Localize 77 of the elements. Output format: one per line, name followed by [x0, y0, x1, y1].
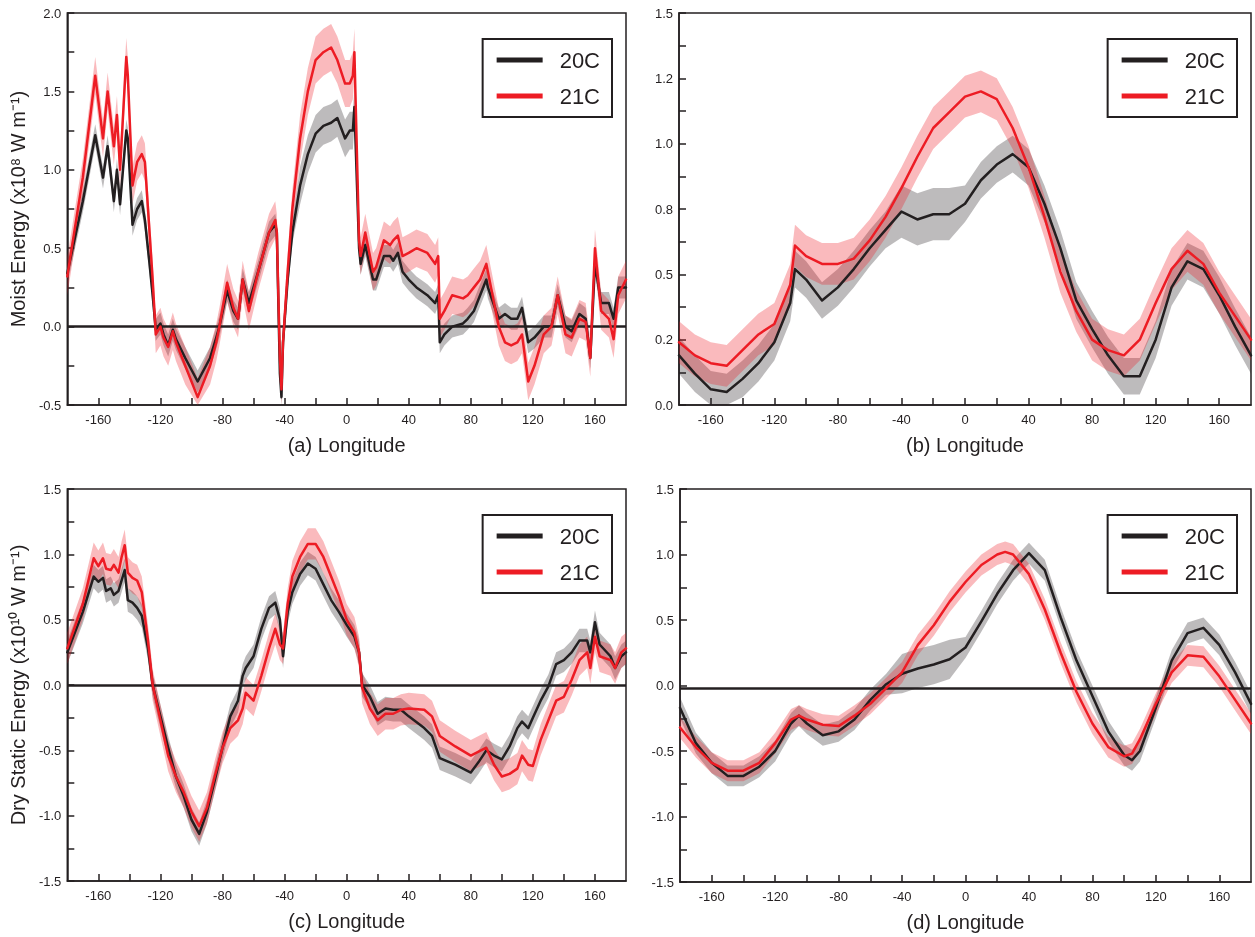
- legend-label: 21C: [559, 559, 601, 585]
- x-tick-label: 40: [1021, 889, 1037, 904]
- x-tick-label: 40: [401, 412, 416, 427]
- x-tick-label: -120: [147, 412, 174, 427]
- y-tick-label: -0.5: [651, 743, 674, 759]
- y-tick-label: -1.0: [38, 808, 62, 824]
- x-tick-label: 80: [1085, 889, 1100, 904]
- y-tick-label: 0.0: [655, 678, 674, 693]
- x-tick-label: 160: [1208, 412, 1231, 427]
- y-tick-label: 1.5: [655, 481, 674, 497]
- y-tick-label: 0.8: [654, 201, 673, 217]
- y-tick-label: -1.5: [651, 874, 674, 890]
- x-tick-label: 160: [1208, 889, 1231, 904]
- y-tick-label: 1.0: [43, 162, 62, 178]
- x-tick-label: -80: [213, 412, 232, 427]
- x-tick-label: 80: [463, 412, 479, 427]
- legend-label: 20C: [1184, 47, 1226, 73]
- y-tick-label: 1.5: [43, 83, 62, 99]
- x-tick-label: -40: [275, 412, 294, 427]
- y-tick-label: 1.0: [655, 547, 674, 562]
- x-tick-label: 120: [522, 412, 544, 427]
- legend-label: 21C: [1184, 559, 1226, 585]
- x-tick-label: 40: [401, 888, 416, 903]
- y-axis-title: Moist Energy (x10⁸ W m⁻¹): [7, 90, 29, 328]
- x-tick-label: 120: [1144, 412, 1167, 427]
- y-tick-label: 0.0: [43, 319, 62, 335]
- y-tick-label: 0.5: [654, 266, 673, 282]
- x-tick-label: -40: [275, 888, 294, 903]
- x-tick-label: -40: [892, 412, 911, 427]
- x-axis-title: (d) Longitude: [906, 911, 1025, 933]
- legend-label: 21C: [1184, 83, 1226, 109]
- y-tick-label: 2.0: [43, 5, 62, 21]
- x-tick-label: -80: [829, 889, 849, 904]
- x-tick-label: -120: [761, 412, 788, 427]
- legend-label: 20C: [559, 523, 601, 549]
- x-tick-label: 40: [1021, 412, 1036, 427]
- y-tick-label: -1.5: [38, 873, 62, 889]
- y-tick-label: 1.5: [43, 481, 62, 497]
- x-tick-label: -160: [85, 888, 112, 903]
- y-tick-label: -0.5: [38, 397, 62, 413]
- x-tick-label: 120: [1144, 889, 1167, 904]
- x-tick-label: 0: [961, 889, 970, 904]
- y-tick-label: 0.5: [655, 612, 674, 628]
- y-tick-label: 0.2: [654, 332, 673, 348]
- y-tick-label: -0.5: [38, 742, 62, 758]
- x-tick-label: -40: [892, 889, 912, 904]
- x-tick-label: 80: [1084, 412, 1100, 427]
- x-axis-title: (c) Longitude: [288, 910, 406, 932]
- y-tick-label: 1.0: [654, 136, 673, 152]
- x-tick-label: 0: [343, 412, 351, 427]
- x-tick-label: 0: [343, 888, 351, 903]
- x-axis-title: (a) Longitude: [287, 434, 406, 456]
- x-tick-label: -80: [213, 888, 232, 903]
- legend-label: 21C: [559, 83, 601, 109]
- x-axis-title: (b) Longitude: [906, 434, 1024, 456]
- y-tick-label: -1.0: [651, 809, 674, 824]
- x-tick-label: -120: [762, 889, 789, 904]
- x-tick-label: -80: [828, 412, 848, 427]
- x-tick-label: -120: [147, 888, 174, 903]
- x-tick-label: 120: [522, 888, 544, 903]
- legend-label: 20C: [1184, 523, 1226, 549]
- x-tick-label: 80: [463, 888, 479, 903]
- x-tick-label: -160: [85, 412, 112, 427]
- y-tick-label: 0.0: [43, 677, 62, 693]
- x-tick-label: 160: [584, 888, 606, 903]
- y-tick-label: 0.5: [43, 240, 62, 256]
- y-tick-label: 0.5: [43, 612, 62, 628]
- x-tick-label: -160: [697, 412, 724, 427]
- x-tick-label: 0: [961, 412, 969, 427]
- x-tick-label: 160: [584, 412, 606, 427]
- y-tick-label: 1.2: [654, 70, 673, 86]
- x-tick-label: -160: [698, 889, 725, 904]
- y-tick-label: 1.0: [43, 546, 62, 562]
- y-tick-label: 1.5: [654, 5, 673, 21]
- y-axis-title: Dry Static Energy (x10¹⁰ W m⁻¹): [7, 544, 29, 826]
- legend-label: 20C: [559, 47, 601, 73]
- y-tick-label: 0.0: [654, 397, 673, 413]
